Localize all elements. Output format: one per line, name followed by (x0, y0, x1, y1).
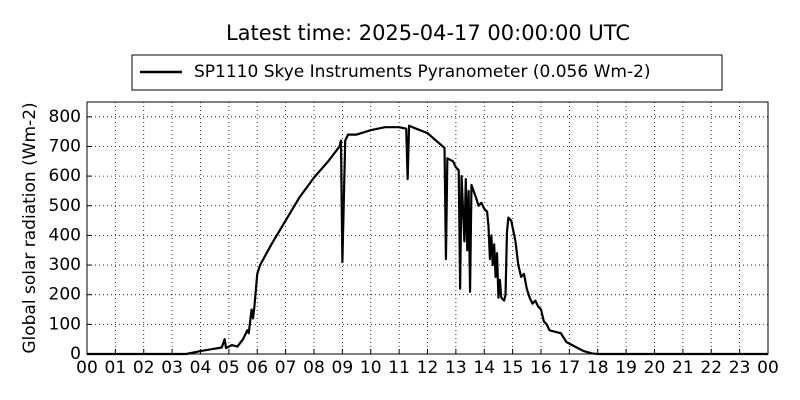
plot-frame (86, 101, 769, 355)
legend-box (131, 54, 723, 91)
y-tick-label: 200 (49, 285, 81, 305)
x-tick-label: 00 (76, 358, 98, 378)
x-tick-label: 07 (275, 358, 297, 378)
x-tick-label: 16 (530, 358, 552, 378)
y-tick-label: 100 (49, 314, 81, 334)
y-tick-label: 400 (49, 225, 81, 245)
x-tick-label: 23 (729, 358, 751, 378)
data-line (87, 124, 768, 356)
x-tick-label: 20 (644, 358, 666, 378)
x-tick-label: 12 (417, 358, 439, 378)
x-tick-label: 13 (445, 358, 467, 378)
x-tick-label: 04 (190, 358, 212, 378)
x-tick-label: 19 (615, 358, 637, 378)
y-tick-label: 800 (49, 107, 81, 127)
x-tick-label: 14 (473, 358, 495, 378)
x-tick-label: 01 (105, 358, 127, 378)
x-tick-label: 08 (303, 358, 325, 378)
x-tick-label: 22 (700, 358, 722, 378)
x-tick-label: 17 (559, 358, 581, 378)
y-tick-label: 300 (49, 255, 81, 275)
y-tick-label: 700 (49, 136, 81, 156)
chart-title: Latest time: 2025-04-17 00:00:00 UTC (226, 21, 630, 45)
y-axis-label: Global solar radiation (Wm-2) (20, 102, 40, 353)
x-tick-label: 18 (587, 358, 609, 378)
x-tick-label: 03 (161, 358, 183, 378)
x-tick-label: 05 (218, 358, 240, 378)
y-tick-label: 0 (70, 344, 81, 364)
x-tick-label: 10 (360, 358, 382, 378)
x-tick-label: 00 (757, 358, 779, 378)
legend-label: SP1110 Skye Instruments Pyranometer (0.0… (194, 62, 651, 82)
y-tick-label: 600 (49, 166, 81, 186)
y-tick-label: 500 (49, 196, 81, 216)
x-tick-label: 09 (332, 358, 354, 378)
x-tick-label: 02 (133, 358, 155, 378)
x-tick-label: 21 (672, 358, 694, 378)
x-tick-label: 06 (246, 358, 268, 378)
x-tick-label: 11 (388, 358, 410, 378)
x-tick-label: 15 (502, 358, 524, 378)
